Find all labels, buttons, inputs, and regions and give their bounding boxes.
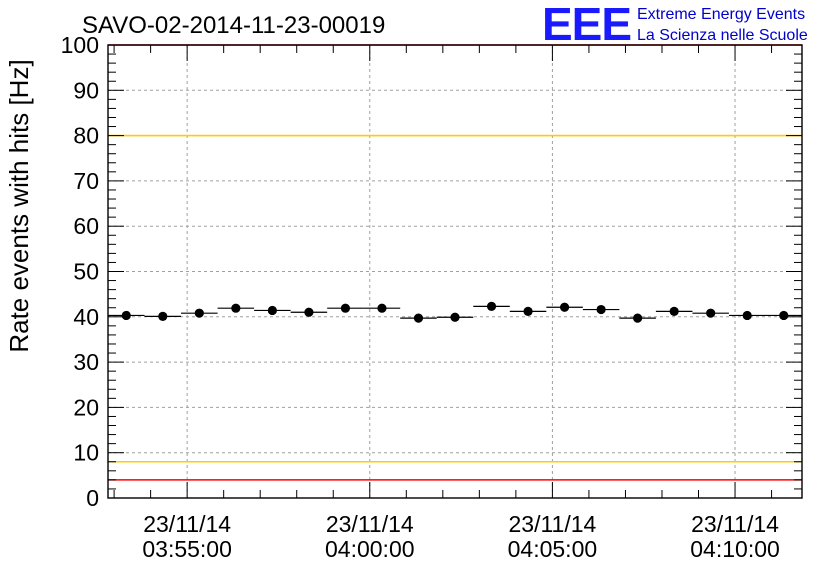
data-point — [596, 304, 606, 315]
data-point — [523, 306, 533, 316]
data-point — [231, 303, 241, 313]
data-point — [669, 306, 679, 316]
data-point — [194, 308, 204, 318]
data-point — [340, 303, 351, 313]
y-tick-label: 10 — [73, 440, 99, 466]
data-point — [633, 313, 643, 323]
y-tick-label: 60 — [73, 213, 99, 239]
x-tick-date: 23/11/14 — [508, 511, 596, 537]
eee-logo: EEE Extreme Energy Events La Scienza nel… — [542, 0, 808, 50]
chart-title: SAVO-02-2014-11-23-00019 — [82, 12, 385, 39]
data-point — [121, 310, 131, 321]
y-tick-label: 40 — [73, 304, 99, 330]
x-tick-date: 23/11/14 — [326, 511, 414, 537]
y-tick-label: 30 — [73, 349, 99, 375]
data-point — [267, 305, 277, 316]
y-tick-label: 0 — [86, 485, 99, 511]
y-tick-label: 80 — [73, 123, 99, 149]
eee-logo-letters: EEE — [542, 0, 631, 50]
x-tick-time: 04:05:00 — [508, 536, 598, 562]
data-point — [413, 313, 424, 323]
data-point — [742, 310, 752, 321]
data-point — [779, 310, 789, 321]
x-tick-date: 23/11/14 — [691, 511, 779, 537]
eee-logo-line-1: Extreme Energy Events — [637, 6, 805, 23]
y-tick-label: 100 — [61, 32, 99, 58]
axes: 010203040506070809010023/11/1403:55:0023… — [61, 32, 803, 562]
data-point — [706, 308, 716, 318]
y-axis-label: Rate events with hits [Hz] — [4, 59, 34, 352]
data-points — [108, 301, 802, 323]
data-point — [450, 312, 460, 322]
eee-logo-line-2: La Scienza nelle Scuole — [637, 27, 808, 44]
data-point — [304, 307, 314, 317]
y-tick-label: 20 — [73, 394, 99, 420]
data-point — [377, 303, 387, 313]
data-point — [559, 302, 570, 312]
x-tick-date: 23/11/14 — [143, 511, 231, 537]
y-tick-label: 50 — [73, 259, 99, 285]
y-tick-label: 70 — [73, 168, 99, 194]
x-tick-time: 03:55:00 — [142, 536, 232, 562]
data-point — [158, 311, 168, 321]
y-tick-label: 90 — [73, 77, 99, 103]
data-point — [486, 301, 497, 311]
x-tick-time: 04:00:00 — [325, 536, 415, 562]
x-tick-time: 04:10:00 — [690, 536, 780, 562]
